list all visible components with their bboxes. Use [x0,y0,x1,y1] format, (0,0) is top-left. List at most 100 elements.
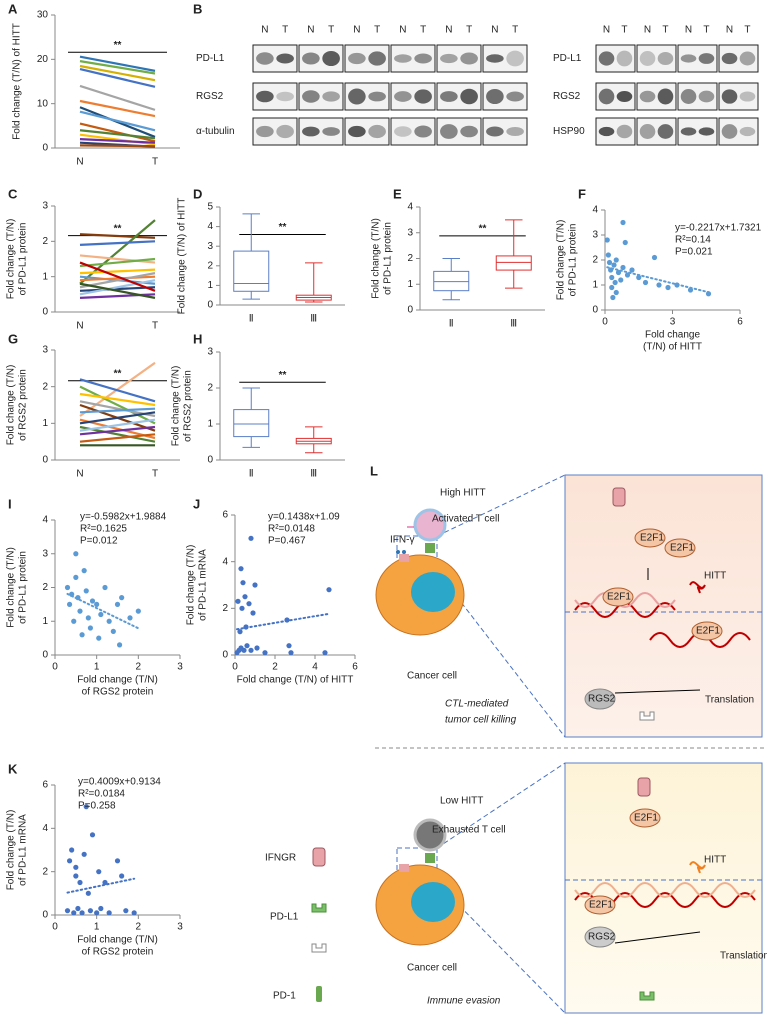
label: Low HITT [440,796,483,807]
blot-band [460,52,478,65]
blot-band [698,90,715,103]
blot-band [598,51,615,66]
point [605,252,611,258]
x-tick-label: 0 [52,922,58,933]
e2f1 [664,538,696,558]
blot-band [598,126,615,137]
series-line [79,385,156,425]
panel-letter: F [578,186,586,201]
blot-band [639,51,656,66]
label: E2F1 [589,900,613,911]
point [239,605,245,611]
label: HITT [704,571,726,582]
row-label: RGS2 [553,91,581,102]
y-tick-label: 3 [207,241,213,252]
x-axis-label: of RGS2 protein [82,947,154,958]
box [233,250,270,292]
x-tick-label: T [152,321,158,332]
point [64,584,71,591]
series-line [79,110,156,132]
y-tick-label: 2 [42,381,48,392]
blot-band [302,52,320,65]
ifn-dot [402,550,406,554]
mrna [614,931,701,944]
series-line [79,240,156,246]
point [102,879,108,886]
box [233,409,270,438]
chart-panel: A 0 10 20 30 Fold change (T/N) of HITT N T ** [8,1,180,168]
blot-band [322,127,340,136]
point [119,595,125,601]
point [629,267,635,273]
y-axis-label: Fold change (T/N) [6,365,17,446]
significance-label: ** [479,223,487,234]
y-axis-label: of RGS2 protein [18,369,29,441]
point [244,643,250,649]
y-tick-label: 10 [37,98,49,109]
blot-band [680,89,697,104]
legend-icon [316,986,322,1002]
label: RGS2 [588,932,616,943]
series-line [79,254,156,264]
significance-label: ** [114,40,122,51]
trend-line [66,592,140,630]
point [610,294,616,301]
y-tick-label: 30 [37,10,49,21]
panel-letter: E [393,186,402,201]
y-tick-label: 0 [407,305,413,316]
y-tick-label: 20 [37,54,49,65]
point [238,566,244,572]
point [606,259,613,266]
point [609,274,615,281]
point [73,873,79,879]
lane-label: T [662,25,668,36]
y-axis-label: Fold change (T/N) [556,220,567,301]
point [71,618,77,624]
y-axis-label: Fold change (T/N) of HITT [177,198,188,315]
x-tick-label: 4 [312,662,318,673]
point [89,832,96,838]
blot-band [348,52,366,65]
series-line [79,233,156,239]
point [73,551,79,557]
lane-label: N [726,25,733,36]
point [665,284,671,291]
pd1-pdl1 [425,853,435,863]
y-tick-label: 2 [42,582,48,593]
y-tick-label: 0 [42,650,48,661]
row-label: HSP90 [553,126,585,137]
point [64,908,71,914]
label: Cancer cell [407,671,457,682]
series-line [79,392,156,407]
y-tick-label: 0 [592,305,598,316]
model-diagram: L IFN-γ High HITT Activated T cell Cance… [265,463,767,1014]
y-tick-label: 4 [207,221,213,232]
point [79,910,85,916]
y-axis-label: of PD-L1 protein [18,223,29,296]
stat-label: y=-0.5982x+1.9884 [80,512,167,523]
blot-band [276,53,294,64]
blot-band [506,126,524,137]
stat-label: y=0.4009x+0.9134 [78,777,161,788]
point [94,601,100,607]
blot-band [368,91,386,102]
blot-band [322,50,340,67]
point [241,647,247,653]
x-axis-label: Fold change [645,330,700,341]
lane-label: T [744,25,750,36]
point [326,587,332,593]
series-line [79,378,156,403]
blot-band [414,125,432,138]
point [620,264,626,271]
point [237,629,243,635]
point [286,643,292,649]
blot-band [414,89,432,104]
series-line [79,99,156,118]
x-tick-label: Ⅱ [249,314,254,325]
x-tick-label: Ⅲ [310,314,317,325]
y-tick-label: 4 [407,202,413,213]
point [240,580,246,586]
point [642,279,649,286]
